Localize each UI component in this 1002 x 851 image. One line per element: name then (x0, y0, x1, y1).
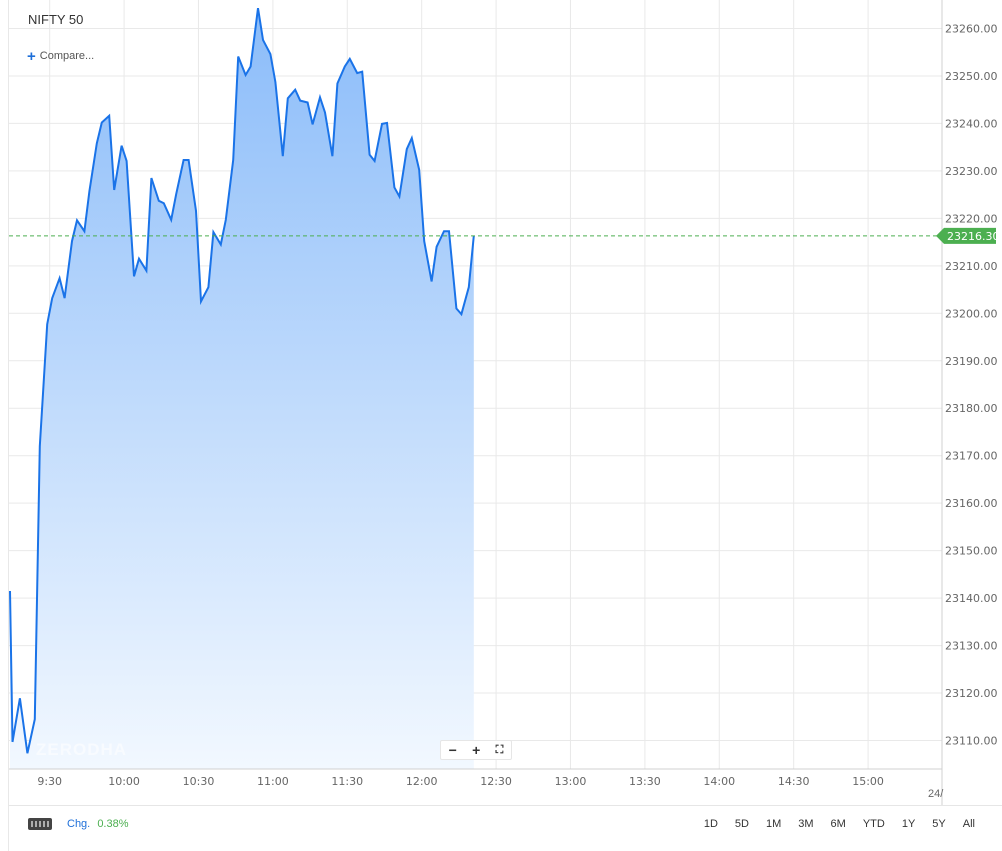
range-selector: 1D 5D 1M 3M 6M YTD 1Y 5Y All (687, 818, 975, 830)
range-5y[interactable]: 5Y (932, 818, 946, 830)
x-tick-label: 10:00 (108, 775, 140, 788)
x-axis-labels: 9:30 10:00 10:30 11:00 11:30 12:00 12:30 13:00 1… (37, 775, 884, 788)
x-tick-label: 14:00 (703, 775, 735, 788)
compare-label: Compare... (39, 50, 95, 62)
y-tick-label: 23170.00 (945, 450, 998, 463)
keyboard-icon[interactable] (28, 818, 52, 830)
change-value: 0.38% (97, 818, 129, 830)
range-1y[interactable]: 1Y (901, 818, 916, 830)
compare-button[interactable]: + Compare... (27, 47, 95, 65)
y-tick-label: 23120.00 (945, 687, 998, 700)
x-tick-label: 10:30 (183, 775, 215, 788)
y-tick-label: 23150.00 (945, 545, 998, 558)
x-tick-label: 12:30 (480, 775, 512, 788)
x-tick-label: 13:00 (555, 775, 587, 788)
change-label: Chg. (67, 818, 91, 830)
chart-left-edge (0, 0, 9, 851)
y-tick-label: 23180.00 (945, 402, 998, 415)
price-line (9, 7, 475, 754)
symbol-title: NIFTY 50 (28, 12, 84, 27)
y-tick-label: 23190.00 (945, 355, 998, 368)
y-tick-label: 23220.00 (945, 212, 998, 225)
change-display: Chg. 0.38% (67, 818, 129, 830)
x-tick-label: 11:30 (331, 775, 363, 788)
x-tick-label: 15:00 (852, 775, 884, 788)
y-tick-label: 23140.00 (945, 592, 998, 605)
y-tick-label: 23250.00 (945, 70, 998, 83)
range-1d[interactable]: 1D (703, 818, 718, 830)
range-ytd[interactable]: YTD (862, 818, 885, 830)
range-all[interactable]: All (962, 818, 975, 830)
y-tick-label: 23260.00 (945, 22, 998, 35)
range-6m[interactable]: 6M (830, 818, 846, 830)
last-price-badge: 23216.30 (936, 227, 1000, 244)
y-tick-label: 23110.00 (945, 735, 998, 748)
x-tick-label: 14:30 (778, 775, 810, 788)
x-tick-label: 12:00 (406, 775, 438, 788)
x-tick-label: 11:00 (257, 775, 289, 788)
y-tick-label: 23230.00 (945, 165, 998, 178)
y-tick-label: 23160.00 (945, 497, 998, 510)
fullscreen-icon[interactable]: ⛶ (495, 743, 504, 756)
price-chart-svg[interactable]: 23260.00 23250.00 23240.00 23230.00 23220.00… (0, 0, 1002, 805)
zoom-out-button[interactable]: − (448, 742, 457, 758)
footer-divider (9, 805, 1002, 806)
y-tick-label: 23210.00 (945, 260, 998, 273)
range-5d[interactable]: 5D (734, 818, 749, 830)
zoom-controls: − + ⛶ (440, 740, 512, 760)
price-area (10, 8, 474, 770)
range-3m[interactable]: 3M (798, 818, 814, 830)
x-tick-label: 9:30 (37, 775, 62, 788)
y-tick-label: 23130.00 (945, 640, 998, 653)
y-axis-labels: 23260.00 23250.00 23240.00 23230.00 23220.00… (945, 22, 998, 747)
x-tick-label: 13:30 (629, 775, 661, 788)
plus-icon: + (27, 47, 36, 65)
axis-date-label: 24/ (928, 788, 944, 800)
y-tick-label: 23240.00 (945, 117, 998, 130)
range-1m[interactable]: 1M (765, 818, 782, 830)
watermark-logo: ZERODHA (36, 740, 128, 759)
zoom-in-button[interactable]: + (472, 742, 481, 758)
last-price-label: 23216.30 (947, 230, 1000, 243)
y-tick-label: 23200.00 (945, 307, 998, 320)
